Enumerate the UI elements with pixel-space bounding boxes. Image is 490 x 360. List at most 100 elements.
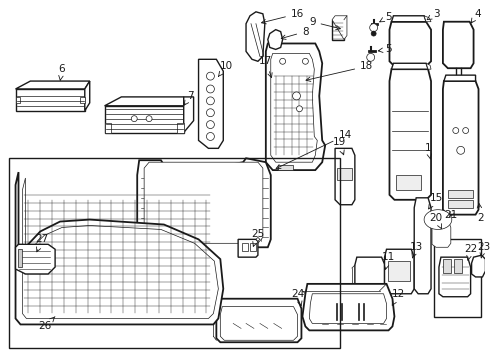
Bar	[250, 243, 256, 251]
Bar	[448, 200, 472, 208]
Polygon shape	[390, 22, 431, 66]
Bar	[242, 243, 248, 251]
Bar	[448, 190, 472, 198]
Text: 6: 6	[59, 64, 65, 80]
Polygon shape	[238, 239, 258, 257]
Bar	[9, 158, 340, 348]
Polygon shape	[137, 158, 271, 254]
Text: 4: 4	[471, 9, 481, 23]
Circle shape	[453, 127, 459, 134]
Polygon shape	[439, 257, 470, 297]
Polygon shape	[390, 69, 431, 200]
Circle shape	[457, 147, 465, 154]
Text: 27: 27	[36, 234, 49, 252]
Bar	[389, 261, 410, 281]
Polygon shape	[302, 284, 394, 330]
Polygon shape	[220, 307, 297, 340]
Text: 3: 3	[427, 9, 440, 20]
Bar	[18, 249, 23, 267]
Polygon shape	[268, 30, 283, 49]
Polygon shape	[104, 123, 112, 132]
Polygon shape	[144, 162, 263, 243]
Circle shape	[296, 106, 302, 112]
Circle shape	[302, 58, 308, 64]
Circle shape	[371, 31, 376, 36]
Text: 23: 23	[477, 242, 490, 258]
Polygon shape	[414, 198, 431, 294]
Circle shape	[367, 53, 375, 61]
Text: 17: 17	[259, 56, 272, 77]
Polygon shape	[16, 172, 223, 324]
Polygon shape	[385, 249, 414, 294]
Polygon shape	[335, 148, 355, 205]
Polygon shape	[198, 59, 223, 148]
Polygon shape	[85, 81, 90, 111]
Text: 16: 16	[262, 9, 304, 24]
Circle shape	[293, 92, 300, 100]
Text: 7: 7	[184, 91, 194, 105]
Bar	[337, 168, 352, 180]
Polygon shape	[444, 75, 476, 81]
Circle shape	[146, 116, 152, 122]
Polygon shape	[266, 44, 325, 170]
Circle shape	[280, 58, 286, 64]
Circle shape	[206, 97, 215, 105]
Polygon shape	[177, 123, 184, 132]
Text: 26: 26	[39, 317, 55, 332]
Polygon shape	[104, 97, 184, 106]
Polygon shape	[426, 63, 431, 69]
Text: 8: 8	[281, 27, 309, 39]
Circle shape	[206, 132, 215, 140]
Text: 10: 10	[219, 61, 233, 76]
Polygon shape	[432, 220, 451, 247]
Circle shape	[206, 109, 215, 117]
Bar	[278, 165, 293, 170]
Text: 25: 25	[251, 229, 265, 246]
Circle shape	[463, 127, 468, 134]
Polygon shape	[256, 237, 260, 241]
Polygon shape	[23, 178, 219, 319]
Text: 9: 9	[309, 17, 341, 30]
Bar	[434, 239, 482, 316]
Polygon shape	[16, 81, 90, 89]
Text: 12: 12	[392, 289, 405, 305]
Polygon shape	[443, 81, 479, 215]
Polygon shape	[332, 16, 347, 40]
Circle shape	[206, 85, 215, 93]
Text: 24: 24	[291, 289, 304, 306]
Polygon shape	[424, 16, 431, 22]
Polygon shape	[80, 97, 85, 103]
Polygon shape	[443, 22, 473, 68]
Circle shape	[131, 116, 137, 122]
Polygon shape	[355, 257, 385, 291]
Polygon shape	[16, 89, 85, 111]
Text: 14: 14	[276, 130, 352, 168]
Text: 22: 22	[464, 244, 477, 260]
Polygon shape	[217, 299, 301, 342]
Polygon shape	[16, 97, 21, 103]
Ellipse shape	[424, 210, 452, 229]
Text: 18: 18	[306, 61, 373, 81]
Text: 20: 20	[429, 213, 442, 229]
Text: 5: 5	[380, 12, 392, 22]
Polygon shape	[271, 53, 317, 162]
Text: 15: 15	[429, 193, 442, 209]
Polygon shape	[392, 63, 428, 69]
Polygon shape	[332, 20, 344, 40]
Text: 11: 11	[382, 252, 395, 269]
Polygon shape	[16, 244, 55, 274]
Text: 13: 13	[410, 242, 423, 258]
Circle shape	[206, 121, 215, 129]
Circle shape	[206, 72, 215, 80]
Polygon shape	[184, 97, 194, 132]
Text: 19: 19	[332, 138, 345, 155]
Bar	[396, 175, 421, 190]
Bar	[443, 259, 451, 273]
Polygon shape	[288, 69, 309, 119]
Bar	[454, 259, 462, 273]
Polygon shape	[246, 12, 265, 61]
Text: 21: 21	[444, 210, 458, 220]
Polygon shape	[471, 255, 486, 277]
Circle shape	[369, 24, 378, 32]
Polygon shape	[392, 16, 426, 22]
